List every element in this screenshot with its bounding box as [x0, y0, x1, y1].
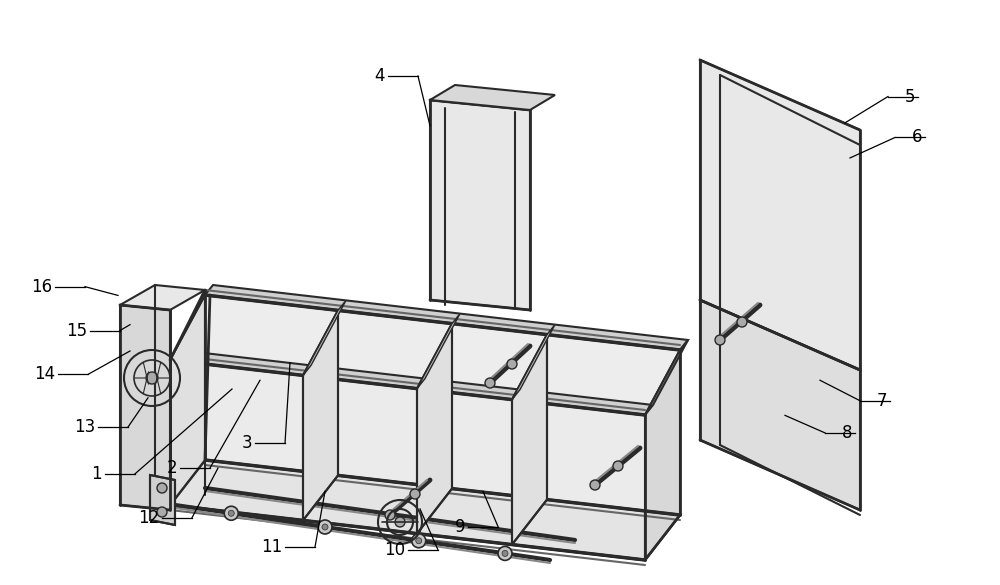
Polygon shape [512, 335, 547, 545]
Circle shape [737, 317, 747, 327]
Circle shape [715, 335, 725, 345]
Polygon shape [645, 340, 688, 415]
Text: 7: 7 [876, 392, 887, 410]
Polygon shape [303, 311, 338, 521]
Polygon shape [430, 85, 555, 110]
Text: 4: 4 [374, 67, 385, 85]
Text: 1: 1 [91, 465, 102, 483]
Text: 11: 11 [261, 538, 282, 556]
Circle shape [322, 524, 328, 530]
Circle shape [385, 510, 395, 520]
Polygon shape [512, 325, 555, 400]
Circle shape [498, 546, 512, 560]
Polygon shape [170, 295, 680, 415]
Circle shape [485, 378, 495, 388]
Polygon shape [205, 285, 688, 350]
Text: 10: 10 [384, 541, 405, 559]
Polygon shape [700, 300, 860, 510]
Circle shape [613, 461, 623, 471]
Polygon shape [430, 100, 530, 310]
Polygon shape [700, 60, 860, 370]
Polygon shape [150, 475, 175, 525]
Polygon shape [120, 285, 205, 310]
Circle shape [157, 507, 167, 517]
Text: 8: 8 [842, 424, 852, 442]
Text: 6: 6 [912, 129, 922, 146]
Polygon shape [303, 301, 346, 376]
Text: 2: 2 [166, 459, 177, 477]
Text: 14: 14 [34, 366, 55, 383]
Text: 13: 13 [74, 418, 95, 436]
Text: 9: 9 [454, 518, 465, 535]
Polygon shape [170, 360, 645, 560]
Circle shape [410, 489, 420, 499]
Polygon shape [170, 350, 653, 415]
Polygon shape [170, 295, 205, 505]
Text: 3: 3 [241, 435, 252, 452]
Circle shape [228, 510, 234, 516]
Polygon shape [417, 324, 452, 534]
Circle shape [507, 359, 517, 369]
Circle shape [412, 534, 426, 548]
Circle shape [502, 550, 508, 556]
Polygon shape [205, 295, 680, 515]
Polygon shape [120, 305, 170, 510]
Circle shape [146, 372, 158, 384]
Text: 12: 12 [138, 509, 159, 526]
Circle shape [157, 483, 167, 493]
Polygon shape [645, 350, 680, 560]
Text: 5: 5 [904, 88, 915, 105]
Text: 15: 15 [66, 322, 87, 339]
Circle shape [224, 506, 238, 520]
Circle shape [395, 517, 405, 527]
Text: 16: 16 [31, 278, 52, 295]
Circle shape [416, 538, 422, 543]
Circle shape [590, 480, 600, 490]
Polygon shape [170, 460, 680, 560]
Polygon shape [417, 314, 460, 388]
Circle shape [318, 520, 332, 534]
